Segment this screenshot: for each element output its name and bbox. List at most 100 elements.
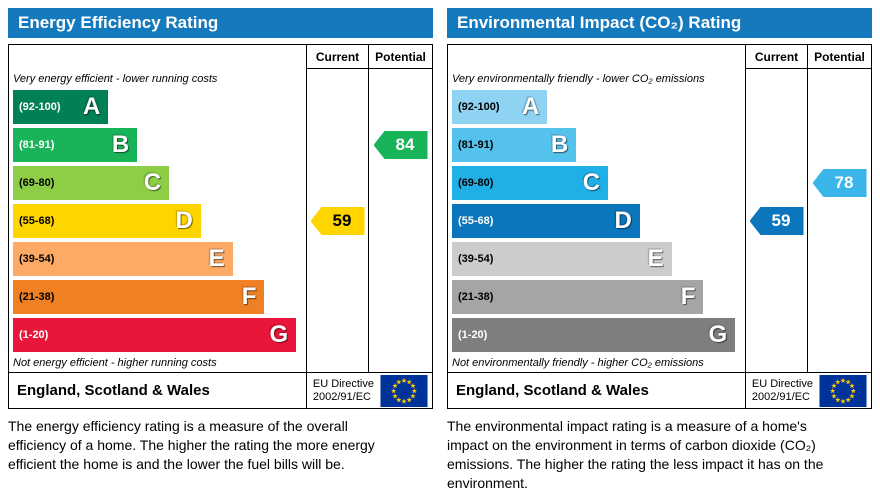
chart-header-spacer <box>9 45 306 69</box>
band-f: (21-38) F <box>13 280 265 314</box>
current-column: 59 <box>306 69 368 372</box>
potential-column: 84 <box>368 69 432 372</box>
band-row: (1-20) G <box>452 318 741 352</box>
potential-rating-arrow: 78 <box>812 169 867 197</box>
band-d: (55-68) D <box>452 204 640 238</box>
band-letter: D <box>175 207 193 234</box>
chart-footer: England, Scotland & Wales EU Directive 2… <box>448 372 871 408</box>
energy-rating-description: The energy efficiency rating is a measur… <box>8 418 375 472</box>
band-letter: A <box>522 93 540 120</box>
band-row: (69-80) C <box>452 166 741 200</box>
bottom-note: Not environmentally friendly - higher CO… <box>452 357 704 369</box>
band-row: (55-68) D <box>13 204 302 238</box>
current-rating-arrow: 59 <box>749 207 804 235</box>
band-row: (21-38) F <box>13 280 302 314</box>
band-letter: E <box>208 245 225 272</box>
band-b: (81-91) B <box>13 128 138 162</box>
band-a: (92-100) A <box>13 90 109 124</box>
potential-column-header: Potential <box>368 45 432 69</box>
band-d: (55-68) D <box>13 204 201 238</box>
environmental-rating-description: The environmental impact rating is a mea… <box>447 418 824 491</box>
band-row: (55-68) D <box>452 204 741 238</box>
band-letter: B <box>550 131 569 158</box>
band-g: (1-20) G <box>452 318 736 352</box>
current-rating-arrow: 59 <box>310 207 365 235</box>
band-range-label: (21-38) <box>458 291 494 303</box>
eu-directive-text: EU Directive 2002/91/EC <box>313 378 374 404</box>
band-range-label: (21-38) <box>19 291 55 303</box>
bands-area: Very environmentally friendly - lower CO… <box>448 69 745 372</box>
band-row: (81-91) B <box>452 128 741 162</box>
band-row: (39-54) E <box>13 242 302 276</box>
band-a: (92-100) A <box>452 90 548 124</box>
band-c: (69-80) C <box>452 166 609 200</box>
band-f: (21-38) F <box>452 280 704 314</box>
bands-area: Very energy efficient - lower running co… <box>9 69 306 372</box>
energy-panel-title: Energy Efficiency Rating <box>8 8 433 38</box>
band-e: (39-54) E <box>452 242 672 276</box>
top-note: Very energy efficient - lower running co… <box>13 73 218 85</box>
band-range-label: (39-54) <box>19 253 55 265</box>
eu-flag-icon <box>819 374 867 407</box>
band-c: (69-80) C <box>13 166 170 200</box>
band-range-label: (55-68) <box>458 215 494 227</box>
band-letter: G <box>269 321 289 348</box>
current-column-header: Current <box>306 45 368 69</box>
rating-bands: (92-100) A (81-91) B (69-80) C (55-68) D (39-54)… <box>452 90 741 352</box>
eu-directive-box: EU Directive 2002/91/EC <box>744 373 871 408</box>
band-row: (69-80) C <box>13 166 302 200</box>
band-range-label: (81-91) <box>19 139 55 151</box>
energy-efficiency-panel: Energy Efficiency Rating Current Potenti… <box>8 8 433 493</box>
band-letter: E <box>647 245 664 272</box>
eu-directive-line1: EU Directive <box>751 377 813 390</box>
environmental-impact-panel: Environmental Impact (CO₂) Rating Curren… <box>447 8 872 493</box>
band-range-label: (69-80) <box>458 177 494 189</box>
band-letter: D <box>614 207 632 234</box>
band-letter: G <box>708 321 728 348</box>
band-row: (92-100) A <box>13 90 302 124</box>
eu-directive-line2: 2002/91/EC <box>312 390 371 403</box>
epc-rating-charts: Energy Efficiency Rating Current Potenti… <box>8 8 872 493</box>
eu-flag-icon <box>380 374 428 407</box>
top-note: Very environmentally friendly - lower CO… <box>452 73 705 85</box>
bottom-note: Not energy efficient - higher running co… <box>13 357 217 369</box>
band-row: (39-54) E <box>452 242 741 276</box>
band-range-label: (92-100) <box>458 101 500 113</box>
band-letter: C <box>582 169 601 196</box>
potential-column-header: Potential <box>807 45 871 69</box>
environmental-rating-chart: Current Potential Very environmentally f… <box>447 44 872 409</box>
band-b: (81-91) B <box>452 128 577 162</box>
energy-rating-chart: Current Potential Very energy efficient … <box>8 44 433 409</box>
eu-directive-text: EU Directive 2002/91/EC <box>752 378 813 404</box>
region-label: England, Scotland & Wales <box>17 382 210 399</box>
band-row: (1-20) G <box>13 318 302 352</box>
band-letter: B <box>111 131 130 158</box>
band-letter: F <box>241 283 257 310</box>
potential-column: 78 <box>807 69 871 372</box>
chart-footer: England, Scotland & Wales EU Directive 2… <box>9 372 432 408</box>
band-range-label: (69-80) <box>19 177 55 189</box>
eu-directive-line2: 2002/91/EC <box>751 390 810 403</box>
band-letter: F <box>680 283 696 310</box>
potential-rating-arrow: 84 <box>373 131 428 159</box>
band-row: (81-91) B <box>13 128 302 162</box>
chart-header-spacer <box>448 45 745 69</box>
band-range-label: (39-54) <box>458 253 494 265</box>
current-column: 59 <box>745 69 807 372</box>
band-row: (21-38) F <box>452 280 741 314</box>
band-g: (1-20) G <box>13 318 297 352</box>
band-range-label: (92-100) <box>19 101 61 113</box>
band-e: (39-54) E <box>13 242 233 276</box>
band-range-label: (55-68) <box>19 215 55 227</box>
band-range-label: (1-20) <box>19 329 49 341</box>
band-range-label: (1-20) <box>458 329 488 341</box>
eu-directive-box: EU Directive 2002/91/EC <box>305 373 432 408</box>
band-range-label: (81-91) <box>458 139 494 151</box>
region-label: England, Scotland & Wales <box>456 382 649 399</box>
band-letter: C <box>143 169 162 196</box>
eu-directive-line1: EU Directive <box>312 377 374 390</box>
band-row: (92-100) A <box>452 90 741 124</box>
band-letter: A <box>83 93 101 120</box>
current-column-header: Current <box>745 45 807 69</box>
environmental-panel-title: Environmental Impact (CO₂) Rating <box>447 8 872 38</box>
